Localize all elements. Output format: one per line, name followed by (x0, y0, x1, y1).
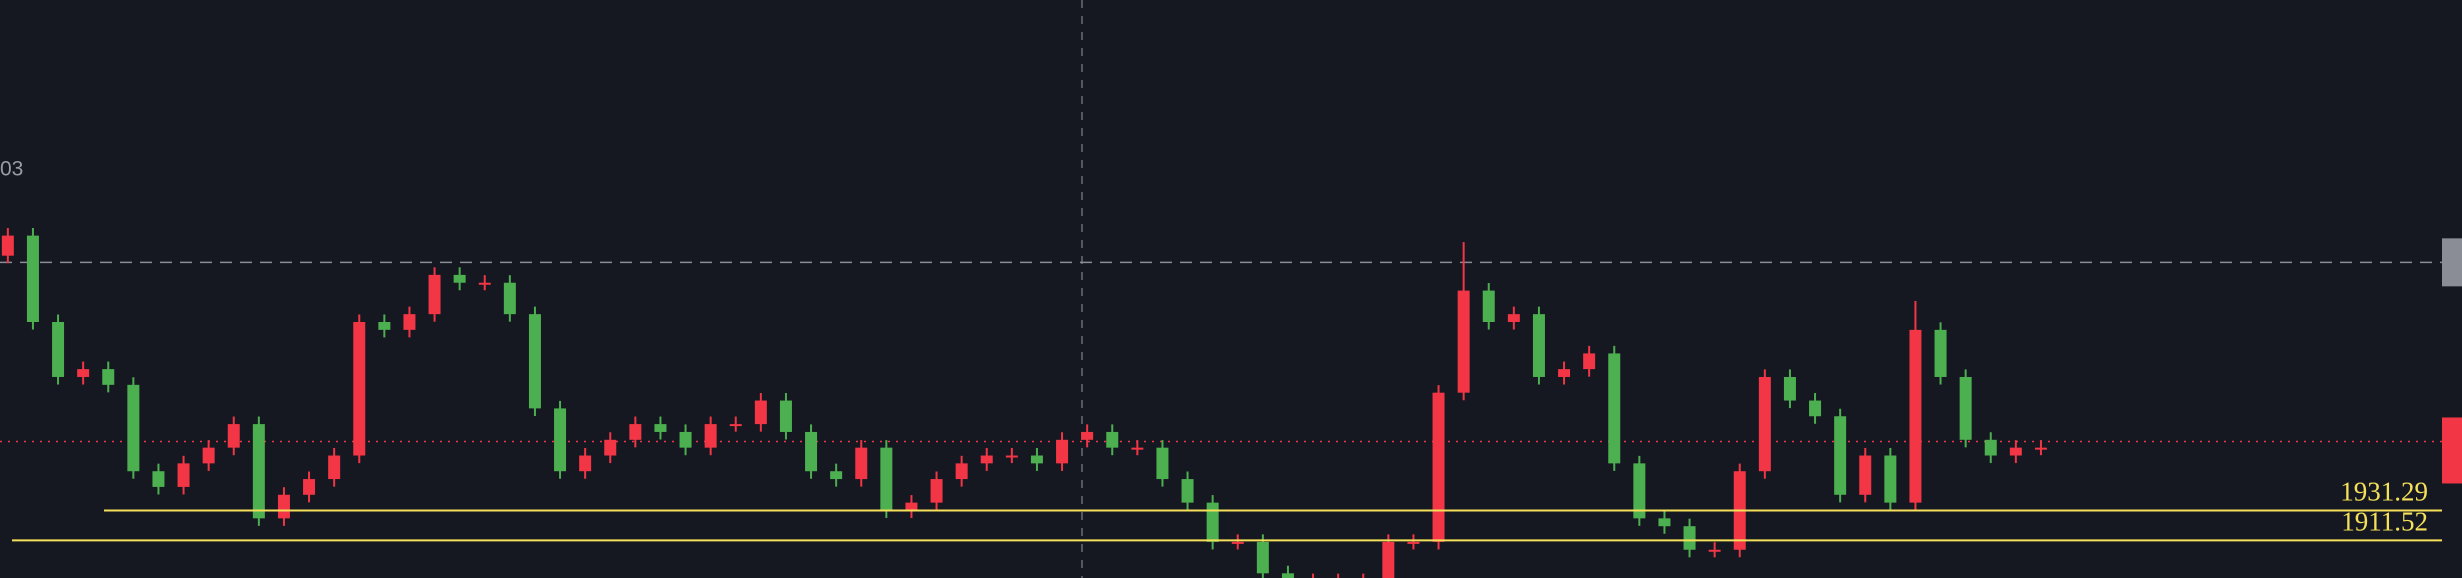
candle-body (554, 408, 567, 472)
candle-body (428, 274, 441, 315)
candle-body (1382, 541, 1395, 578)
candle-body (26, 235, 39, 323)
candle-body (152, 471, 165, 487)
candle-body (855, 447, 868, 480)
candle-body (1859, 455, 1872, 495)
candle-body (1030, 455, 1043, 464)
candle-body (1056, 439, 1069, 464)
candle-body (604, 439, 617, 456)
candle-body (1507, 314, 1520, 323)
candle-body (1432, 392, 1445, 542)
candle-body (328, 455, 341, 480)
candle-body (1181, 479, 1194, 503)
candle-body (1909, 329, 1922, 503)
candle-body (127, 384, 140, 472)
candle-body (754, 400, 767, 425)
partial-label: 03 (0, 158, 23, 181)
candle-body (1231, 541, 1244, 544)
candle-body (1131, 447, 1144, 450)
candle-body (1, 235, 14, 256)
candle-body (1683, 526, 1696, 550)
candle-body (1558, 369, 1571, 377)
candle-body (1708, 549, 1721, 552)
price-marker (2442, 238, 2462, 287)
candle-body (1583, 353, 1596, 370)
level-label: 1911.52 (2341, 507, 2428, 537)
candle-body (52, 322, 65, 377)
candle-body (1834, 416, 1847, 495)
candle-body (453, 274, 466, 283)
candle-body (2009, 447, 2022, 456)
candle-body (830, 471, 843, 480)
candle-body (1081, 431, 1094, 440)
candle-body (905, 502, 918, 511)
candle-body (378, 322, 391, 330)
candle-body (303, 479, 316, 495)
candle-body (1658, 518, 1671, 527)
candle-body (704, 424, 717, 448)
candle-body (579, 455, 592, 472)
candle-body (805, 431, 818, 472)
candle-body (980, 455, 993, 464)
candle-body (1809, 400, 1822, 417)
candle-body (1281, 573, 1294, 578)
candle-body (679, 431, 692, 448)
candle-body (227, 424, 240, 448)
candle-body (1457, 290, 1470, 393)
candle-body (1407, 541, 1420, 544)
candle-body (503, 282, 516, 315)
candle-body (1608, 353, 1621, 464)
candle-body (252, 424, 265, 519)
candle-body (654, 424, 667, 432)
candle-body (1984, 439, 1997, 456)
candle-body (2034, 447, 2047, 450)
candle-body (277, 494, 290, 519)
candle-body (528, 314, 541, 409)
candle-body (1884, 455, 1897, 503)
candle-body (930, 479, 943, 503)
candle-body (1633, 463, 1646, 519)
candle-body (629, 424, 642, 440)
candle-body (1783, 376, 1796, 401)
price-marker (2442, 417, 2462, 484)
candle-body (202, 447, 215, 464)
level-label: 1931.29 (2340, 477, 2428, 507)
candle-body (353, 322, 366, 456)
candle-body (955, 463, 968, 480)
candle-body (1106, 431, 1119, 448)
candle-body (102, 369, 115, 385)
candle-body (1934, 329, 1947, 377)
candle-body (729, 424, 742, 427)
candle-body (1156, 447, 1169, 480)
candle-body (1256, 541, 1269, 574)
candle-body (779, 400, 792, 432)
candle-body (1005, 455, 1018, 458)
candle-body (403, 314, 416, 330)
candle-body (1532, 314, 1545, 377)
candle-body (478, 282, 491, 285)
candle-body (177, 463, 190, 487)
candle-body (1758, 376, 1771, 472)
candle-body (1482, 290, 1495, 323)
candle-body (77, 369, 90, 377)
candle-body (880, 447, 893, 511)
candle-body (1206, 502, 1219, 542)
candle-body (1959, 376, 1972, 440)
